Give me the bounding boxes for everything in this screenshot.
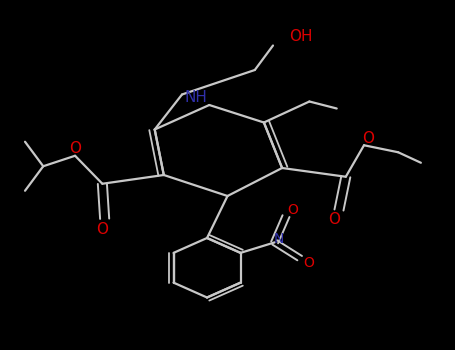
Text: N: N — [274, 232, 284, 246]
Text: O: O — [96, 222, 108, 237]
Text: O: O — [363, 132, 374, 146]
Text: O: O — [69, 141, 81, 156]
Text: NH: NH — [184, 91, 207, 105]
Text: O: O — [303, 256, 314, 270]
Text: O: O — [288, 203, 298, 217]
Text: OH: OH — [289, 29, 313, 44]
Text: O: O — [329, 212, 340, 227]
